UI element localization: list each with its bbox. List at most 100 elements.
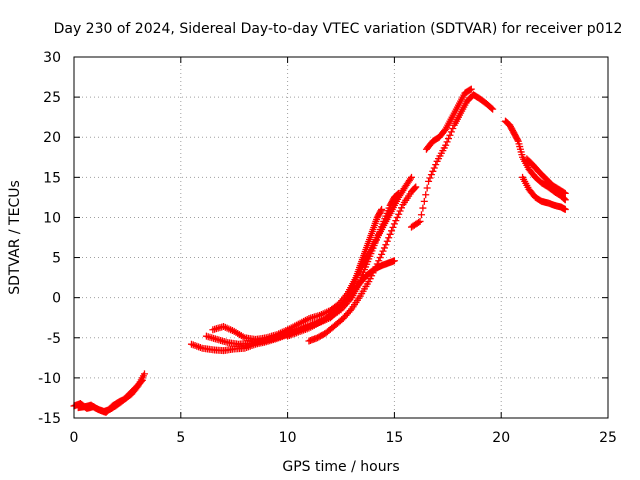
data-point bbox=[345, 308, 353, 316]
data-point bbox=[534, 166, 542, 174]
data-point bbox=[406, 175, 414, 183]
data-point bbox=[410, 185, 418, 193]
data-point bbox=[390, 220, 398, 228]
data-point bbox=[453, 103, 461, 111]
data-point bbox=[561, 205, 569, 213]
axis-ticks: 0 5 10 15 20 25 -15 -10 -5 0 5 10 15 20 25 30 bbox=[38, 50, 617, 446]
data-point bbox=[228, 327, 236, 335]
y-tick-label: -10 bbox=[38, 371, 61, 387]
data-point bbox=[314, 319, 322, 327]
data-point bbox=[328, 324, 336, 332]
data-point bbox=[411, 184, 419, 192]
data-point bbox=[447, 115, 455, 123]
data-point bbox=[222, 338, 230, 346]
data-point bbox=[427, 140, 435, 148]
data-point bbox=[509, 127, 517, 135]
y-tick-label: 5 bbox=[52, 251, 61, 267]
chart-title: Day 230 of 2024, Sidereal Day-to-day VTE… bbox=[54, 21, 623, 37]
data-point bbox=[381, 219, 389, 227]
data-point bbox=[429, 167, 437, 175]
y-tick-label: 25 bbox=[43, 90, 61, 106]
x-tick-label: 10 bbox=[279, 430, 297, 446]
data-point bbox=[378, 250, 386, 258]
data-point bbox=[559, 188, 567, 196]
data-point bbox=[427, 171, 435, 179]
data-point bbox=[137, 377, 145, 385]
x-tick-label: 15 bbox=[385, 430, 403, 446]
data-point bbox=[372, 263, 380, 271]
y-tick-label: 30 bbox=[43, 50, 61, 66]
y-tick-label: -15 bbox=[38, 411, 61, 427]
data-point bbox=[488, 104, 496, 112]
data-point bbox=[239, 333, 247, 341]
data-point bbox=[413, 219, 421, 227]
data-point bbox=[260, 334, 268, 342]
data-point bbox=[293, 329, 300, 337]
data-point bbox=[440, 144, 448, 152]
data-point bbox=[398, 204, 406, 212]
data-point bbox=[389, 257, 397, 265]
data-point bbox=[374, 231, 382, 239]
data-point bbox=[362, 256, 370, 264]
data-point bbox=[513, 135, 521, 143]
data-point bbox=[377, 207, 385, 215]
data-point bbox=[332, 302, 340, 310]
data-point bbox=[380, 244, 388, 252]
data-point bbox=[139, 372, 147, 380]
series-arc-11 bbox=[519, 173, 569, 213]
data-point bbox=[350, 287, 358, 295]
series-arc-5 bbox=[209, 173, 415, 343]
data-point bbox=[379, 247, 387, 255]
data-point bbox=[355, 268, 363, 276]
series-arc-10 bbox=[501, 117, 569, 204]
data-point bbox=[136, 379, 144, 387]
data-point bbox=[363, 280, 371, 288]
data-point bbox=[337, 304, 345, 312]
data-point bbox=[123, 392, 131, 400]
data-point bbox=[383, 237, 391, 245]
data-point bbox=[130, 386, 138, 394]
data-point bbox=[445, 135, 453, 143]
grid bbox=[74, 57, 608, 418]
data-point bbox=[376, 254, 384, 262]
data-point bbox=[560, 189, 568, 197]
data-point bbox=[529, 171, 537, 179]
data-points bbox=[70, 85, 569, 416]
data-point bbox=[465, 86, 473, 94]
y-tick-label: 20 bbox=[43, 130, 61, 146]
series-arc-9 bbox=[422, 85, 475, 153]
data-point bbox=[518, 151, 526, 159]
data-point bbox=[395, 210, 403, 218]
data-point bbox=[456, 111, 464, 119]
y-tick-label: 15 bbox=[43, 170, 61, 186]
data-point bbox=[405, 177, 413, 185]
series-arc-6 bbox=[284, 257, 398, 340]
data-point bbox=[388, 227, 396, 235]
y-tick-label: 0 bbox=[52, 291, 61, 307]
data-point bbox=[419, 204, 427, 212]
data-point bbox=[314, 312, 322, 320]
data-point bbox=[385, 234, 393, 242]
data-point bbox=[410, 185, 418, 193]
x-tick-label: 5 bbox=[176, 430, 185, 446]
data-point bbox=[196, 344, 204, 352]
data-point bbox=[466, 86, 474, 94]
data-point bbox=[319, 331, 327, 339]
data-point bbox=[449, 125, 457, 133]
data-point bbox=[376, 208, 384, 216]
data-point bbox=[346, 307, 354, 315]
data-point bbox=[336, 317, 344, 325]
data-point bbox=[355, 294, 363, 302]
x-tick-label: 0 bbox=[70, 430, 79, 446]
x-tick-label: 20 bbox=[492, 430, 510, 446]
data-point bbox=[382, 241, 390, 249]
data-point bbox=[415, 218, 423, 226]
data-point bbox=[527, 159, 535, 167]
data-point bbox=[394, 195, 402, 203]
data-point bbox=[420, 197, 428, 205]
x-tick-label: 25 bbox=[599, 430, 617, 446]
data-point bbox=[375, 257, 383, 265]
data-point bbox=[303, 315, 311, 323]
data-point bbox=[303, 325, 311, 333]
data-point bbox=[364, 240, 372, 248]
